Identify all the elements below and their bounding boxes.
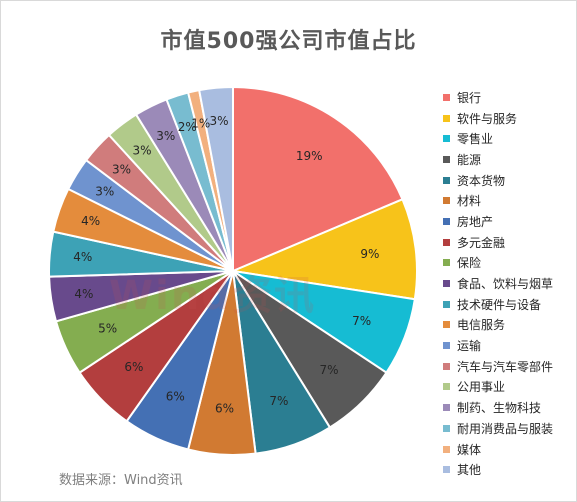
legend-swatch: [443, 424, 450, 432]
chart-title: 市值500强公司市值占比: [160, 29, 417, 54]
pie-slice-18: [198, 85, 234, 272]
legend-swatch: [443, 362, 450, 370]
slice-label-3: 7%: [320, 363, 339, 377]
legend-item-11: 电信服务: [443, 315, 553, 336]
slice-label-7: 6%: [124, 360, 143, 374]
legend-swatch: [443, 321, 450, 329]
legend-swatch: [443, 176, 450, 184]
legend-label: 食品、饮料与烟草: [457, 277, 554, 292]
legend-item-5: 材料: [443, 190, 553, 211]
legend-item-1: 软件与服务: [443, 108, 553, 129]
legend-swatch: [443, 300, 450, 308]
legend-label: 零售业: [457, 132, 494, 147]
slice-label-11: 4%: [81, 214, 100, 228]
legend-label: 媒体: [457, 442, 482, 457]
legend-swatch: [443, 404, 450, 412]
slice-label-1: 9%: [360, 247, 379, 261]
legend-label: 保险: [457, 256, 482, 271]
legend-swatch: [443, 93, 450, 101]
legend-swatch: [443, 135, 450, 143]
legend-label: 制药、生物科技: [457, 401, 542, 416]
legend-label: 软件与服务: [457, 111, 518, 126]
legend-item-3: 能源: [443, 149, 553, 170]
slice-label-15: 3%: [156, 129, 175, 143]
legend-label: 技术硬件与设备: [457, 297, 542, 312]
pie-slice-0: [232, 85, 404, 273]
legend-label: 能源: [457, 152, 482, 167]
legend-item-4: 资本货物: [443, 170, 553, 191]
slice-label-6: 6%: [166, 389, 185, 403]
pie-slice-1: [229, 197, 418, 301]
slice-label-8: 5%: [98, 322, 117, 336]
legend: 银行软件与服务零售业能源资本货物材料房地产多元金融保险食品、饮料与烟草 技术硬件与…: [443, 87, 553, 480]
legend-swatch: [443, 259, 450, 267]
slice-label-16: 2%: [178, 120, 197, 134]
legend-label: 电信服务: [457, 318, 506, 333]
slice-label-14: 3%: [133, 144, 152, 158]
legend-item-14: 公用事业: [443, 377, 553, 398]
legend-label: 公用事业: [457, 380, 506, 395]
legend-item-9: 食品、饮料与烟草: [443, 273, 553, 294]
slice-label-0: 19%: [296, 149, 323, 163]
legend-item-7: 多元金融: [443, 232, 553, 253]
legend-swatch: [443, 466, 450, 474]
legend-item-6: 房地产: [443, 211, 553, 232]
legend-swatch: [443, 342, 450, 350]
legend-item-13: 汽车与汽车零部件: [443, 356, 553, 377]
legend-swatch: [443, 238, 450, 246]
legend-label: 多元金融: [457, 235, 506, 250]
legend-label: 其他: [457, 463, 482, 478]
legend-item-17: 媒体: [443, 439, 553, 460]
legend-label: 材料: [457, 194, 482, 209]
slice-label-4: 7%: [269, 394, 288, 408]
source-note: 数据来源：Wind资讯: [59, 473, 183, 488]
legend-item-0: 银行: [443, 87, 553, 108]
legend-item-8: 保险: [443, 253, 553, 274]
slice-label-12: 3%: [95, 185, 114, 199]
slice-label-13: 3%: [112, 162, 131, 176]
slice-label-17: 1%: [191, 117, 210, 131]
legend-item-18: 其他: [443, 459, 553, 480]
legend-label: 运输: [457, 339, 482, 354]
legend-swatch: [443, 217, 450, 225]
legend-label: 资本货物: [457, 173, 506, 188]
slice-label-2: 7%: [352, 314, 371, 328]
legend-swatch: [443, 445, 450, 453]
legend-swatch: [443, 155, 450, 163]
legend-label: 汽车与汽车零部件: [457, 359, 554, 374]
legend-label: 耐用消费品与服装: [457, 421, 554, 436]
legend-item-10: 技术硬件与设备: [443, 294, 553, 315]
legend-label: 银行: [457, 90, 482, 105]
legend-swatch: [443, 114, 450, 122]
legend-item-15: 制药、生物科技: [443, 397, 553, 418]
slice-label-5: 6%: [215, 402, 234, 416]
legend-swatch: [443, 383, 450, 391]
legend-item-2: 零售业: [443, 128, 553, 149]
legend-swatch: [443, 280, 450, 288]
legend-label: 房地产: [457, 214, 494, 229]
legend-item-16: 耐用消费品与服装: [443, 418, 553, 439]
legend-swatch: [443, 197, 450, 205]
slice-label-18: 3%: [210, 114, 229, 128]
legend-item-12: 运输: [443, 335, 553, 356]
slice-label-10: 4%: [73, 250, 92, 264]
slice-label-9: 4%: [74, 287, 93, 301]
